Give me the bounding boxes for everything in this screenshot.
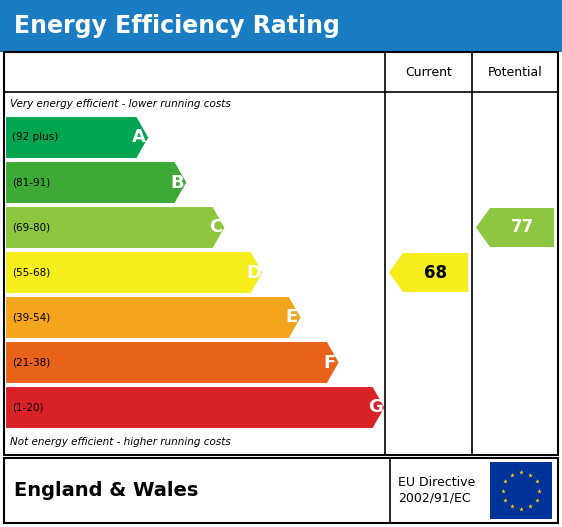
- Text: (69-80): (69-80): [12, 222, 50, 232]
- Text: E: E: [285, 308, 298, 327]
- Polygon shape: [6, 207, 225, 249]
- Text: (39-54): (39-54): [12, 313, 50, 323]
- Text: (21-38): (21-38): [12, 357, 50, 367]
- Text: (55-68): (55-68): [12, 268, 50, 278]
- Text: G: G: [368, 398, 383, 416]
- Polygon shape: [6, 341, 339, 384]
- Text: Not energy efficient - higher running costs: Not energy efficient - higher running co…: [10, 437, 231, 447]
- Polygon shape: [6, 161, 187, 203]
- Polygon shape: [6, 297, 301, 338]
- Polygon shape: [476, 208, 554, 247]
- Polygon shape: [6, 116, 149, 159]
- Text: Current: Current: [405, 65, 452, 79]
- Bar: [4, 52, 558, 455]
- Text: England & Wales: England & Wales: [14, 481, 198, 500]
- Text: Energy Efficiency Rating: Energy Efficiency Rating: [14, 14, 340, 38]
- Text: Very energy efficient - lower running costs: Very energy efficient - lower running co…: [10, 99, 231, 109]
- Text: B: B: [170, 173, 184, 191]
- Text: (92 plus): (92 plus): [12, 132, 58, 142]
- Text: F: F: [324, 354, 336, 372]
- Bar: [490, 462, 552, 519]
- Text: 68: 68: [424, 264, 447, 281]
- Text: EU Directive
2002/91/EC: EU Directive 2002/91/EC: [398, 476, 475, 504]
- Bar: [0, 0, 562, 52]
- Polygon shape: [389, 253, 468, 292]
- Polygon shape: [6, 251, 263, 294]
- Text: (1-20): (1-20): [12, 403, 43, 413]
- Bar: [4, 458, 558, 523]
- Text: D: D: [246, 264, 261, 281]
- Text: C: C: [209, 219, 222, 237]
- Text: (81-91): (81-91): [12, 178, 50, 188]
- Text: A: A: [132, 129, 146, 147]
- Polygon shape: [6, 386, 385, 428]
- Text: 77: 77: [510, 219, 534, 237]
- Text: Potential: Potential: [488, 65, 542, 79]
